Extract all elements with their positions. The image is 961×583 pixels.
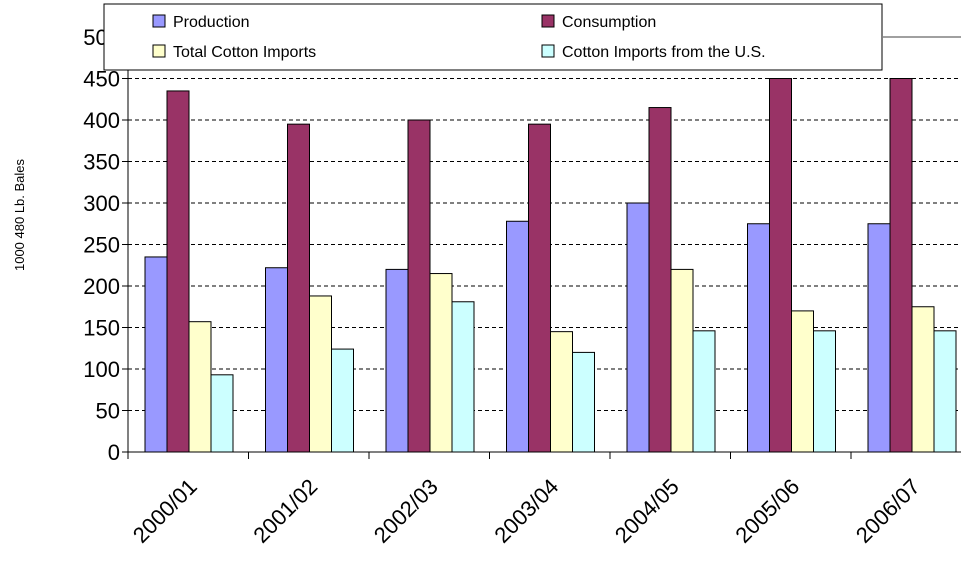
x-tick-label: 2006/07 <box>851 474 925 548</box>
x-tick-labels: 2000/01 2001/02 2002/03 2003/04 2004/05 2005/… <box>128 474 925 548</box>
y-tick-label: 200 <box>83 274 120 299</box>
bar-consumption-4 <box>648 107 672 453</box>
legend-label: Consumption <box>562 14 656 31</box>
legend: Production Consumption Total Cotton Import… <box>103 3 961 71</box>
bar-production-5 <box>747 223 770 453</box>
x-tick-label: 2001/02 <box>248 474 322 548</box>
bar-production-2 <box>385 268 409 453</box>
y-tick-label: 450 <box>83 67 120 92</box>
bar-consumption-5 <box>769 78 792 453</box>
bar-total-cotton-imports-5 <box>791 310 814 453</box>
bar-consumption-3 <box>528 123 551 453</box>
legend-label: Production <box>173 14 250 31</box>
legend-label: Total Cotton Imports <box>173 44 316 61</box>
bars <box>144 78 957 453</box>
bar-production-0 <box>144 256 168 453</box>
x-tick-label: 2003/04 <box>489 474 563 548</box>
bar-consumption-1 <box>287 123 310 453</box>
y-tick-label: 300 <box>83 191 120 216</box>
y-tick-label: 100 <box>83 357 120 382</box>
x-tick-label: 2000/01 <box>128 474 202 548</box>
bar-total-cotton-imports-3 <box>550 331 573 453</box>
bar-cotton-imports-from-the-u-s-0 <box>210 374 234 453</box>
bar-production-4 <box>626 202 650 453</box>
legend-swatch <box>152 14 166 28</box>
bar-cotton-imports-from-the-u-s-3 <box>572 351 595 453</box>
legend-swatch <box>541 14 555 28</box>
bar-consumption-2 <box>407 119 431 453</box>
x-tick-label: 2002/03 <box>369 474 443 548</box>
bar-consumption-6 <box>889 78 913 453</box>
y-axis-label: 1000 480 Lb. Bales <box>12 158 27 271</box>
legend-label: Cotton Imports from the U.S. <box>562 44 766 61</box>
bar-production-6 <box>867 223 891 453</box>
legend-box <box>103 3 883 71</box>
y-tick-label: 250 <box>83 233 120 258</box>
bar-production-1 <box>265 267 288 453</box>
bar-cotton-imports-from-the-u-s-2 <box>451 301 475 453</box>
x-tick-label: 2005/06 <box>730 474 804 548</box>
y-tick-label: 350 <box>83 150 120 175</box>
bar-total-cotton-imports-2 <box>429 273 453 453</box>
y-tick-label: 50 <box>96 399 120 424</box>
bar-cotton-imports-from-the-u-s-1 <box>331 348 354 453</box>
bar-cotton-imports-from-the-u-s-4 <box>692 330 716 453</box>
legend-swatch <box>152 44 166 58</box>
bar-production-3 <box>506 220 529 453</box>
legend-swatch <box>541 44 555 58</box>
y-tick-label: 0 <box>108 440 120 465</box>
bar-cotton-imports-from-the-u-s-5 <box>813 330 836 453</box>
bar-total-cotton-imports-1 <box>309 295 332 453</box>
axes <box>122 36 961 459</box>
bar-cotton-imports-from-the-u-s-6 <box>933 330 957 453</box>
bar-total-cotton-imports-4 <box>670 268 694 453</box>
y-tick-label: 400 <box>83 108 120 133</box>
bar-total-cotton-imports-0 <box>188 321 212 453</box>
x-tick-label: 2004/05 <box>610 474 684 548</box>
bar-total-cotton-imports-6 <box>911 306 935 453</box>
bar-consumption-0 <box>166 90 190 453</box>
y-tick-label: 150 <box>83 316 120 341</box>
